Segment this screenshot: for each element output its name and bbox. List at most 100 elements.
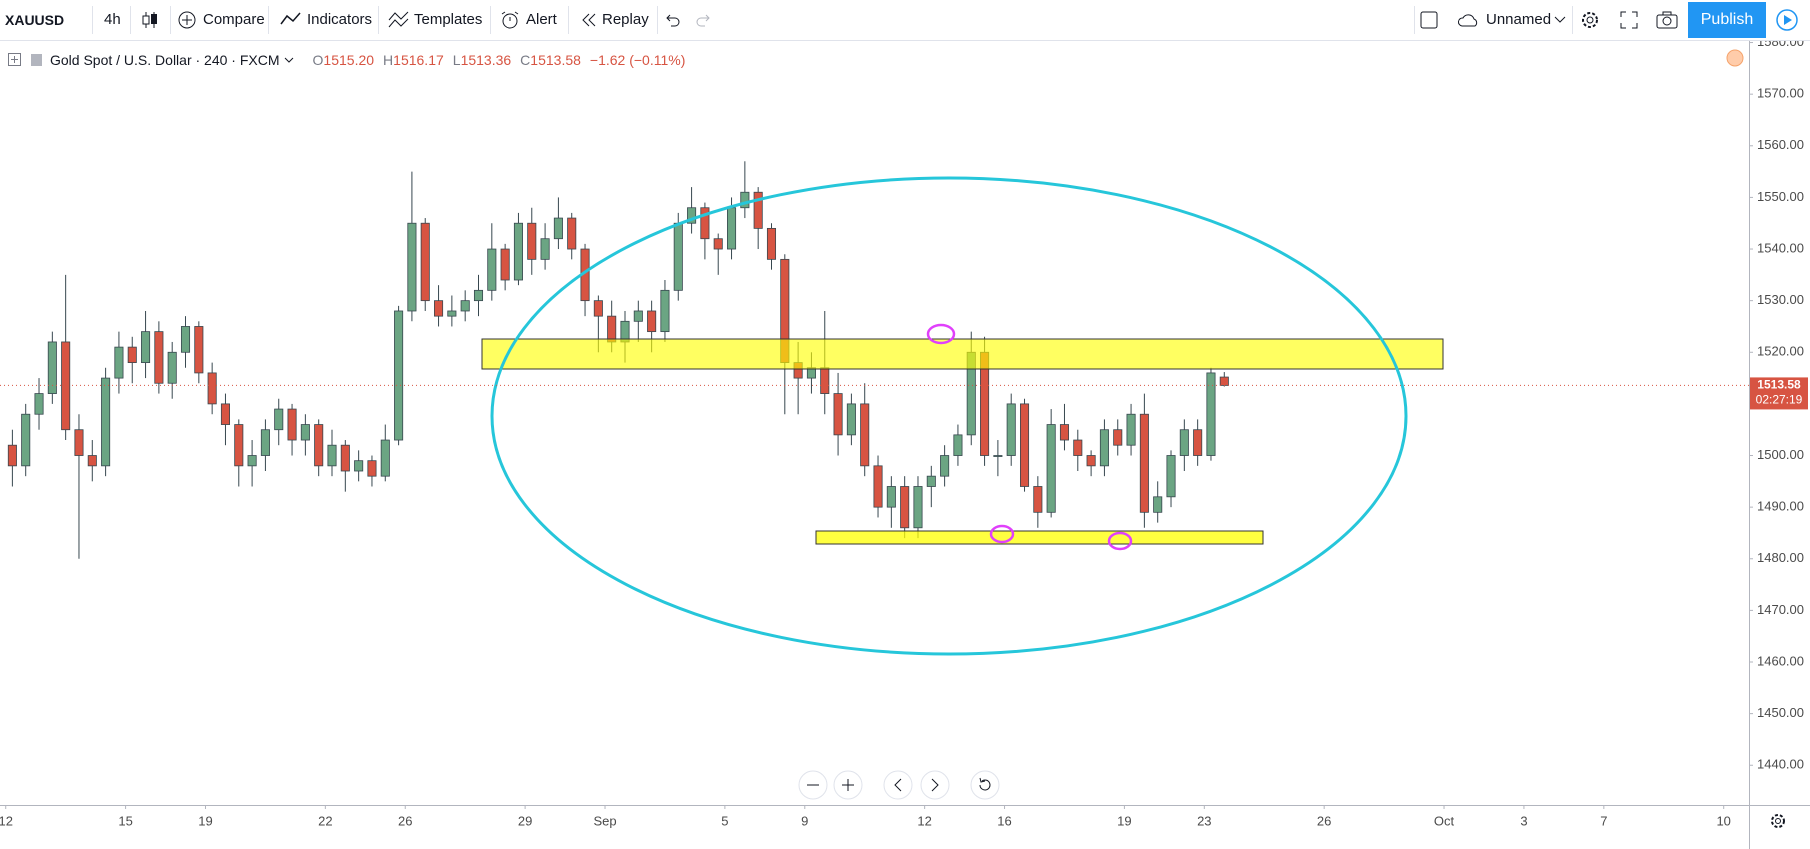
x-tick-label: 26 — [398, 813, 412, 828]
reset-button[interactable] — [970, 770, 1000, 800]
candle-body — [553, 217, 563, 240]
candle-body — [380, 439, 390, 477]
range-ellipse[interactable] — [490, 176, 1408, 656]
compare-icon[interactable] — [178, 11, 198, 31]
zoom-out-button[interactable] — [798, 770, 828, 800]
candle-body — [1113, 429, 1123, 446]
select-icon[interactable] — [1420, 11, 1438, 29]
candle-body — [1006, 403, 1016, 456]
candle-body — [447, 310, 457, 317]
candle-body — [926, 475, 936, 487]
playback-icon[interactable] — [1776, 9, 1798, 31]
highlight-ellipse[interactable] — [989, 524, 1015, 544]
highlight-ellipse[interactable] — [926, 323, 956, 345]
instrument[interactable]: Gold Spot / U.S. Dollar · 240 · FXCM — [50, 52, 280, 68]
candle-body — [647, 310, 657, 333]
separator — [1414, 6, 1415, 34]
candle-body — [673, 222, 683, 291]
candle-body — [1219, 376, 1229, 386]
expand-icon[interactable] — [8, 53, 22, 67]
candle-body — [540, 238, 550, 260]
undo-redo-icons[interactable] — [664, 12, 712, 28]
y-tick-label: 1450.00 — [1757, 705, 1804, 720]
cloud-icon[interactable] — [1457, 11, 1481, 29]
x-tick-label: 10 — [1716, 813, 1730, 828]
change: −1.62 (−0.11%) — [589, 52, 686, 68]
replay-icon[interactable] — [580, 12, 598, 28]
chart-style-icon[interactable] — [140, 10, 160, 30]
symbol[interactable]: XAUUSD — [5, 12, 65, 28]
candle-body — [1046, 424, 1056, 513]
candle-body — [846, 403, 856, 436]
x-tick-label: Sep — [593, 813, 616, 828]
candle-body — [234, 424, 244, 467]
chevron-icon[interactable] — [1554, 16, 1566, 24]
candle-body — [1019, 403, 1030, 487]
alert-button[interactable]: Alert — [526, 11, 557, 28]
candle-body — [1126, 413, 1136, 446]
chevron-icon[interactable] — [283, 56, 295, 64]
zoom-in-button[interactable] — [833, 770, 863, 800]
candle-body — [886, 486, 896, 508]
templates-icon[interactable] — [388, 10, 412, 30]
indicators-button[interactable]: Indicators — [307, 11, 373, 28]
candle-body — [87, 455, 97, 467]
axis-settings-button[interactable] — [1771, 814, 1785, 828]
x-tick-label: 9 — [801, 813, 808, 828]
candle-body — [700, 207, 710, 240]
candles — [7, 161, 1229, 559]
indicators-icon[interactable] — [280, 10, 304, 30]
replay-button[interactable]: Replay — [602, 11, 649, 28]
y-tick-label: 1570.00 — [1757, 86, 1804, 101]
x-tick-label: 19 — [1117, 813, 1131, 828]
separator — [657, 6, 658, 34]
scroll-left-button[interactable] — [883, 770, 913, 800]
candle-body — [300, 424, 310, 441]
resistance-zone[interactable] — [481, 338, 1444, 370]
status-dot — [1726, 49, 1744, 67]
candle-body — [1086, 455, 1096, 467]
candle-body — [940, 455, 950, 477]
fullscreen-icon[interactable] — [1620, 11, 1638, 29]
candle-body — [340, 444, 350, 472]
candle-body — [1139, 413, 1149, 513]
axes: 1440.00 1450.00 1460.00 1470.00 1480.00 1490.… — [0, 41, 1804, 828]
candle-body — [1059, 424, 1070, 441]
x-tick-label: 12 — [917, 813, 931, 828]
candle-body — [513, 222, 523, 281]
interval[interactable]: 4h — [104, 11, 121, 28]
support-zone[interactable] — [815, 530, 1264, 545]
candle-body — [61, 341, 71, 431]
y-tick-label: 1520.00 — [1757, 344, 1804, 359]
legend: Gold Spot / U.S. Dollar · 240 · FXCM O 15… — [8, 50, 685, 70]
candle-body — [753, 191, 763, 229]
templates-button[interactable]: Templates — [414, 11, 483, 28]
candle-body — [260, 429, 270, 456]
candle-body — [101, 377, 111, 467]
candle-body — [527, 222, 537, 260]
snapshot-icon[interactable] — [1656, 11, 1678, 29]
y-tick-label: 1440.00 — [1757, 757, 1804, 772]
publish-button[interactable]: Publish — [1688, 2, 1766, 38]
compare-button[interactable]: Compare — [203, 11, 265, 28]
candle-body — [860, 403, 870, 467]
toolbar: XAUUSD 4h Compare Indicators Templates A… — [0, 0, 1810, 41]
candle-body — [727, 207, 737, 250]
layout-name[interactable]: Unnamed — [1486, 11, 1552, 28]
settings-icon[interactable] — [1580, 10, 1600, 30]
y-tick-label: 1530.00 — [1757, 292, 1804, 307]
candle-body — [220, 403, 230, 425]
separator — [170, 6, 171, 34]
x-tick-label: 26 — [1317, 813, 1331, 828]
highlight-ellipse[interactable] — [1107, 531, 1133, 551]
candle-body — [1206, 372, 1216, 456]
scroll-right-button[interactable] — [920, 770, 950, 800]
x-tick-label: Oct — [1434, 813, 1455, 828]
candle-body — [314, 424, 324, 467]
candle-body — [993, 455, 1003, 457]
y-tick-label: 1560.00 — [1757, 137, 1804, 152]
alert-icon[interactable] — [500, 10, 522, 30]
x-tick-label: 23 — [1197, 813, 1211, 828]
